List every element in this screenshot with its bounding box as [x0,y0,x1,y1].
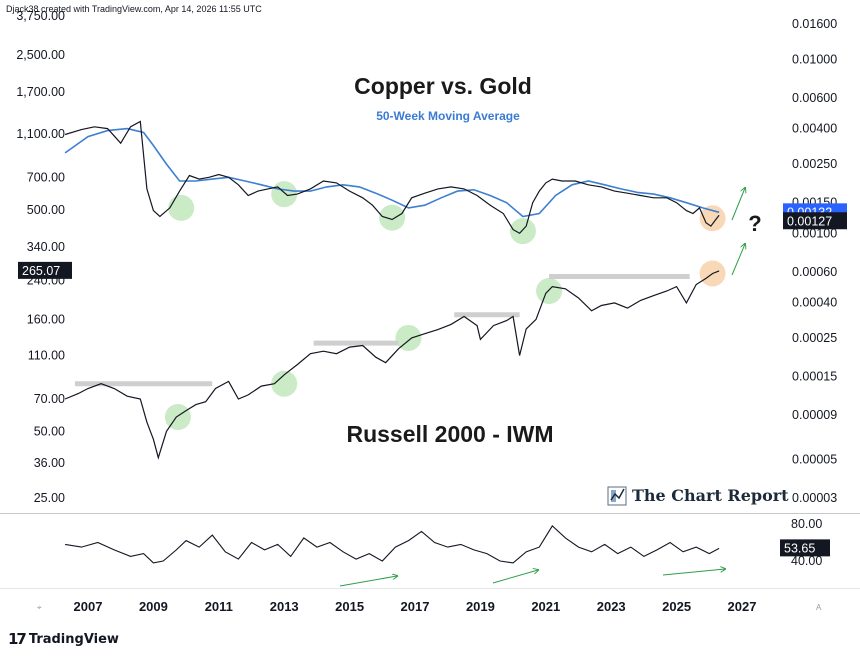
oscillator-line [65,525,720,564]
time-axis-tick: 2027 [728,599,757,614]
left-axis-tick: 36.00 [34,456,65,470]
right-axis-tick: 0.00400 [792,122,837,136]
time-axis[interactable]: 2007 2009 2011 2013 2015 2017 2019 2021 2023 2025… [74,599,757,614]
iwm-value-badge-bg [18,261,72,279]
tradingview-logo-text: TradingView [28,631,119,647]
left-axis-tick: 2,500.00 [16,48,65,62]
trend-arrows [339,188,745,587]
time-axis-tick: 2015 [335,599,364,614]
highlight-circle-green [379,204,406,231]
left-axis-tick: 50.00 [34,424,65,438]
highlight-circle-green [271,370,298,397]
highlight-circle-green [509,218,536,245]
right-axis-tick: 0.00600 [792,91,837,105]
highlight-circle-green [168,194,195,221]
iwm-line [64,270,720,460]
brand-text: The Chart Report [632,486,789,505]
crosshair-icon[interactable]: ⌖ [37,603,42,612]
trend-arrow [339,576,397,587]
ratio-value-badge-bg [783,212,847,230]
oscillator-value-badge-bg [780,539,830,557]
left-axis-tick: 70.00 [34,392,65,406]
time-axis-tick: 2019 [466,599,495,614]
left-axis-tick: 500.00 [27,203,65,217]
right-price-axis[interactable]: 0.01600 0.01000 0.00600 0.00400 0.00250 0.001… [792,17,837,505]
time-axis-tick: 2021 [531,599,560,614]
trend-arrow [662,569,725,576]
right-axis-tick: 0.00250 [792,157,837,171]
right-axis-tick: 0.01000 [792,52,837,66]
time-axis-tick: 2009 [139,599,168,614]
time-axis-tick: 2013 [270,599,299,614]
left-axis-tick: 1,700.00 [16,85,65,99]
right-axis-tick: 0.00025 [792,331,837,345]
trend-arrow [731,244,745,276]
highlight-circle-green [395,324,422,351]
ratio-value-badge-text: 0.00127 [787,214,832,228]
iwm-value-badge-text: 265.07 [22,264,60,278]
chart-title-top: Copper vs. Gold [354,73,532,99]
right-axis-tick: 0.00040 [792,295,837,309]
left-axis-tick: 1,100.00 [16,127,65,141]
left-price-axis[interactable]: 3,750.00 2,500.00 1,700.00 1,100.00 700.00 50… [16,9,65,505]
right-axis-tick: 0.00015 [792,370,837,384]
brand-logo: The Chart Report [607,486,789,506]
oscillator-axis-tick: 40.00 [791,554,822,568]
header-credit: Djack38 created with TradingView.com, Ap… [6,4,262,14]
left-axis-tick: 25.00 [34,491,65,505]
trend-arrow [492,570,538,584]
right-axis-tick: 0.00005 [792,452,837,466]
right-axis-tick: 0.00009 [792,408,837,422]
time-axis-tick: 2023 [597,599,626,614]
question-mark: ? [748,211,761,236]
right-axis-tick: 0.01600 [792,17,837,31]
tradingview-logo[interactable]: 17 TradingView [8,630,119,648]
highlight-circles [164,181,726,431]
oscillator-axis[interactable]: 80.00 40.00 [791,517,822,568]
oscillator-value-badge-text: 53.65 [784,541,815,555]
left-axis-tick: 340.00 [27,240,65,254]
copper-gold-line [64,120,720,235]
trend-arrow [731,188,745,221]
left-axis-tick: 160.00 [27,312,65,326]
oscillator-axis-tick: 80.00 [791,517,822,531]
chart-subtitle-top: 50-Week Moving Average [376,109,520,123]
chart-title-bottom: Russell 2000 - IWM [346,421,553,447]
time-axis-tick: 2017 [401,599,430,614]
right-axis-tick: 0.00003 [792,491,837,505]
auto-scale-icon[interactable]: A [816,603,822,612]
brand-icon-line [610,488,625,501]
highlight-circle-green [536,278,563,305]
time-axis-tick: 2025 [662,599,691,614]
moving-average-line [64,127,720,218]
price-series [64,120,720,564]
highlight-circle-green [164,404,191,431]
left-axis-tick: 700.00 [27,170,65,184]
resistance-lines [74,274,690,387]
right-axis-tick: 0.00060 [792,265,837,279]
left-axis-tick: 110.00 [28,348,65,362]
left-axis-tick: 3,750.00 [16,9,65,23]
tradingview-mark-icon: 17 [8,630,27,648]
time-axis-tick: 2007 [74,599,103,614]
time-axis-tick: 2011 [205,599,233,614]
right-axis-tick: 0.00100 [792,226,837,240]
